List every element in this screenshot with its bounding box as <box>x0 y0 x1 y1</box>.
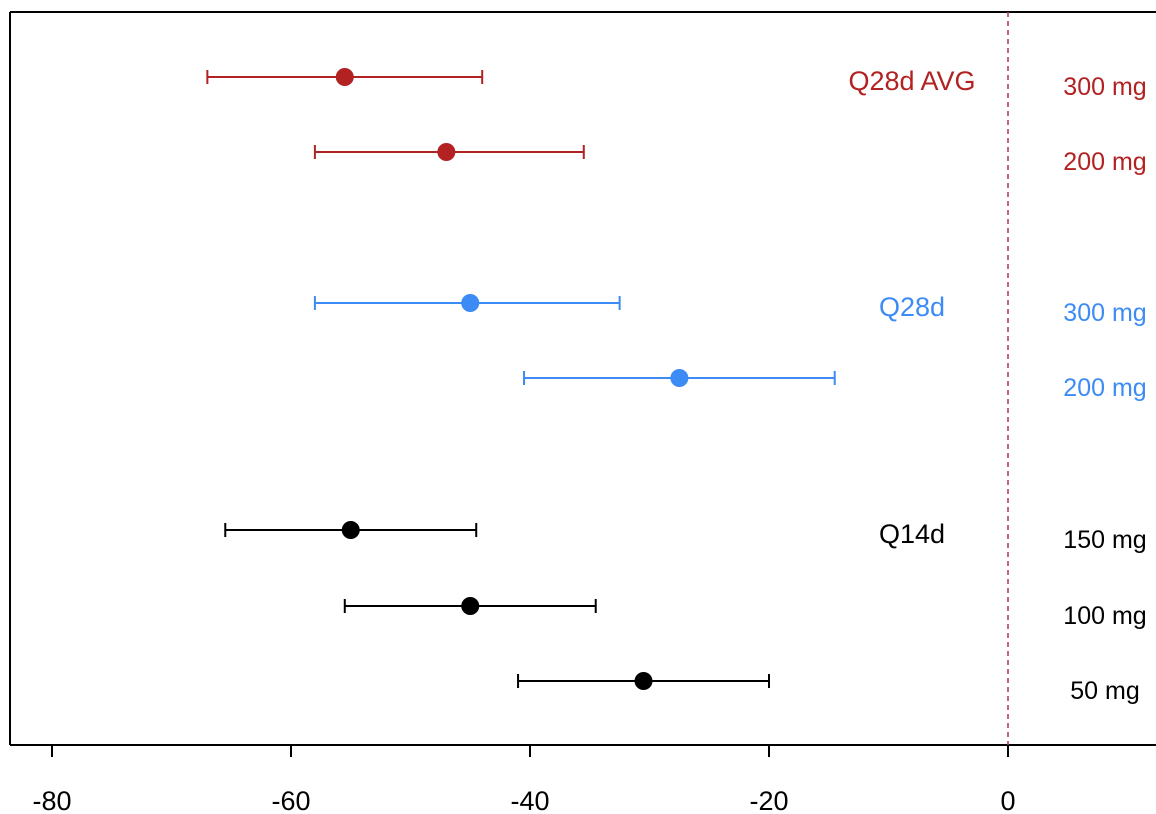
dose-label: 300 mg <box>1063 299 1146 327</box>
x-tick-label: 0 <box>1000 786 1015 814</box>
group-label: Q14d <box>879 519 945 549</box>
dose-label: 50 mg <box>1070 677 1139 705</box>
x-tick-label: -20 <box>749 786 788 814</box>
plot-frame <box>9 11 1156 746</box>
dose-label: 300 mg <box>1063 73 1146 101</box>
estimate-point <box>461 597 480 615</box>
x-tick-label: -80 <box>32 786 71 814</box>
dose-label: 150 mg <box>1063 526 1146 554</box>
estimate-point <box>634 672 653 690</box>
x-axis: -80 -60 -40 -20 0 <box>32 745 1016 814</box>
group-label: Q28d <box>879 292 945 322</box>
estimate-point <box>437 143 456 161</box>
group-label: Q28d AVG <box>848 66 975 96</box>
x-tick-label: -40 <box>510 786 549 814</box>
estimate-point <box>335 68 354 86</box>
dose-label: 200 mg <box>1063 148 1146 176</box>
dose-label: 200 mg <box>1063 374 1146 402</box>
dose-label: 100 mg <box>1063 602 1146 630</box>
plot-marks <box>206 68 836 690</box>
estimate-point <box>461 294 480 312</box>
estimate-point <box>341 521 360 539</box>
x-tick-label: -60 <box>271 786 310 814</box>
estimate-point <box>670 369 689 387</box>
row-labels: 300 mg 200 mg Q28d AVG 300 mg 200 mg Q28d 150 … <box>848 66 1146 705</box>
